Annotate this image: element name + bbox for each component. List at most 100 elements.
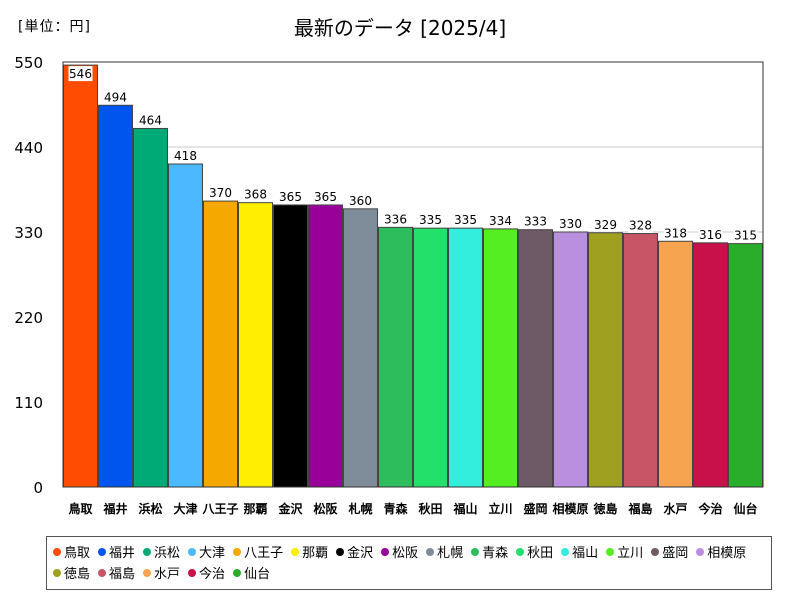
data-label: 315 bbox=[734, 229, 757, 243]
x-tick-label: 八王子 bbox=[201, 502, 238, 516]
data-label: 368 bbox=[244, 188, 267, 202]
x-tick-label: 仙台 bbox=[733, 501, 757, 516]
data-label: 494 bbox=[104, 90, 127, 104]
x-tick-label: 福島 bbox=[627, 501, 652, 516]
legend-swatch bbox=[606, 547, 615, 556]
data-label: 546 bbox=[69, 67, 92, 81]
legend-swatch bbox=[696, 547, 705, 556]
legend-swatch bbox=[336, 547, 345, 556]
data-label-bg bbox=[278, 188, 303, 204]
x-tick-label: 徳島 bbox=[592, 501, 617, 516]
data-label-bg bbox=[453, 212, 478, 228]
legend-label: 盛岡 bbox=[662, 546, 689, 561]
legend-label: 福井 bbox=[109, 546, 136, 561]
legend-label: 立川 bbox=[617, 546, 644, 561]
legend-swatch bbox=[561, 547, 570, 556]
data-label-bg bbox=[103, 89, 128, 105]
data-label-bg bbox=[243, 186, 268, 202]
data-label: 360 bbox=[349, 194, 372, 208]
legend-item: 札幌 bbox=[426, 541, 463, 562]
legend-swatch bbox=[426, 547, 435, 556]
bar bbox=[413, 227, 448, 488]
bar bbox=[133, 127, 168, 488]
x-tick-label: 大津 bbox=[173, 501, 197, 516]
legend-item: 那覇 bbox=[291, 541, 328, 562]
legend-swatch bbox=[188, 547, 197, 556]
plot-border bbox=[62, 61, 764, 488]
legend-item: 盛岡 bbox=[651, 541, 688, 562]
bar bbox=[238, 202, 273, 488]
legend-item: 大津 bbox=[188, 541, 225, 562]
data-label-bg bbox=[313, 188, 338, 204]
data-label: 335 bbox=[454, 213, 477, 227]
legend-item: 青森 bbox=[471, 541, 508, 562]
x-tick-label: 札幌 bbox=[347, 501, 372, 516]
bar bbox=[63, 64, 98, 488]
legend-item: 水戸 bbox=[143, 562, 180, 583]
bar bbox=[378, 226, 413, 488]
y-tick-label: 110 bbox=[14, 394, 43, 412]
x-tick-label: 金沢 bbox=[277, 501, 303, 516]
legend-label: 福島 bbox=[109, 567, 136, 582]
legend-label: 今治 bbox=[199, 567, 226, 582]
legend-label: 浜松 bbox=[154, 546, 181, 561]
legend-swatch bbox=[98, 547, 107, 556]
data-label: 365 bbox=[279, 190, 302, 204]
legend-swatch bbox=[233, 568, 242, 577]
data-label-bg bbox=[173, 148, 198, 163]
data-label-bg bbox=[383, 211, 408, 227]
data-label-bg bbox=[348, 192, 373, 208]
legend-item: 福山 bbox=[561, 541, 598, 562]
data-label: 418 bbox=[174, 149, 197, 163]
bar bbox=[693, 242, 728, 488]
legend-label: 大津 bbox=[199, 546, 226, 561]
data-label: 329 bbox=[594, 218, 617, 232]
y-tick-label: 550 bbox=[14, 54, 43, 72]
data-label-bg bbox=[593, 216, 618, 232]
bar bbox=[728, 243, 763, 488]
legend-item: 立川 bbox=[606, 541, 643, 562]
legend-swatch bbox=[291, 547, 300, 556]
bar bbox=[98, 104, 133, 488]
legend-swatch bbox=[516, 547, 525, 556]
legend-label: 鳥取 bbox=[64, 546, 91, 561]
data-label-bg bbox=[138, 112, 163, 128]
data-label: 365 bbox=[314, 190, 337, 204]
legend-swatch bbox=[381, 547, 390, 556]
x-tick-label: 那覇 bbox=[243, 502, 267, 516]
legend-item: 相模原 bbox=[696, 541, 746, 562]
legend-item: 鳥取 bbox=[53, 541, 90, 562]
legend-label: 金沢 bbox=[347, 546, 374, 561]
x-tick-label: 水戸 bbox=[663, 501, 687, 516]
legend-item: 金沢 bbox=[336, 541, 373, 562]
legend-swatch bbox=[143, 547, 152, 556]
legend-item: 今治 bbox=[188, 562, 225, 583]
data-label: 334 bbox=[489, 214, 512, 228]
bar bbox=[658, 240, 693, 488]
legend-swatch bbox=[53, 547, 61, 556]
x-tick-label: 浜松 bbox=[138, 501, 162, 516]
data-label-bg bbox=[628, 217, 653, 233]
data-label-bg bbox=[68, 66, 93, 82]
bar bbox=[553, 231, 588, 488]
x-tick-label: 今治 bbox=[697, 501, 722, 516]
legend-label: 水戸 bbox=[154, 567, 181, 582]
legend-item: 徳島 bbox=[53, 562, 90, 583]
legend-item: 浜松 bbox=[143, 541, 180, 562]
data-label: 370 bbox=[209, 186, 232, 200]
legend-swatch bbox=[98, 568, 107, 577]
data-label-bg bbox=[208, 185, 233, 201]
legend-label: 札幌 bbox=[437, 546, 464, 561]
data-label-bg bbox=[733, 227, 758, 243]
unit-label: [単位：円] bbox=[18, 19, 91, 35]
bar-chart: 0 110 220 330 440 550 546 鳥取 494 福井 464 浜松 418 大津 370 八… bbox=[14, 54, 764, 516]
legend-label: 仙台 bbox=[244, 567, 271, 582]
chart-title: 最新のデータ [2025/4] bbox=[293, 16, 507, 40]
data-label-bg bbox=[663, 225, 688, 241]
x-tick-label: 盛岡 bbox=[523, 501, 547, 516]
bar bbox=[483, 228, 518, 488]
x-tick-label: 秋田 bbox=[418, 501, 442, 516]
x-tick-label: 松阪 bbox=[313, 501, 338, 516]
legend-swatch bbox=[233, 547, 242, 556]
data-label: 318 bbox=[664, 226, 687, 240]
